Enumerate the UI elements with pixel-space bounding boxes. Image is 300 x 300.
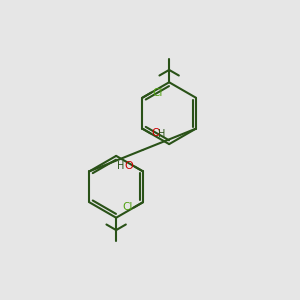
Text: Cl: Cl	[152, 88, 163, 98]
Text: H: H	[117, 161, 124, 171]
Text: O: O	[152, 128, 161, 138]
Text: Cl: Cl	[122, 202, 133, 212]
Text: O: O	[124, 161, 133, 171]
Text: H: H	[158, 129, 166, 139]
